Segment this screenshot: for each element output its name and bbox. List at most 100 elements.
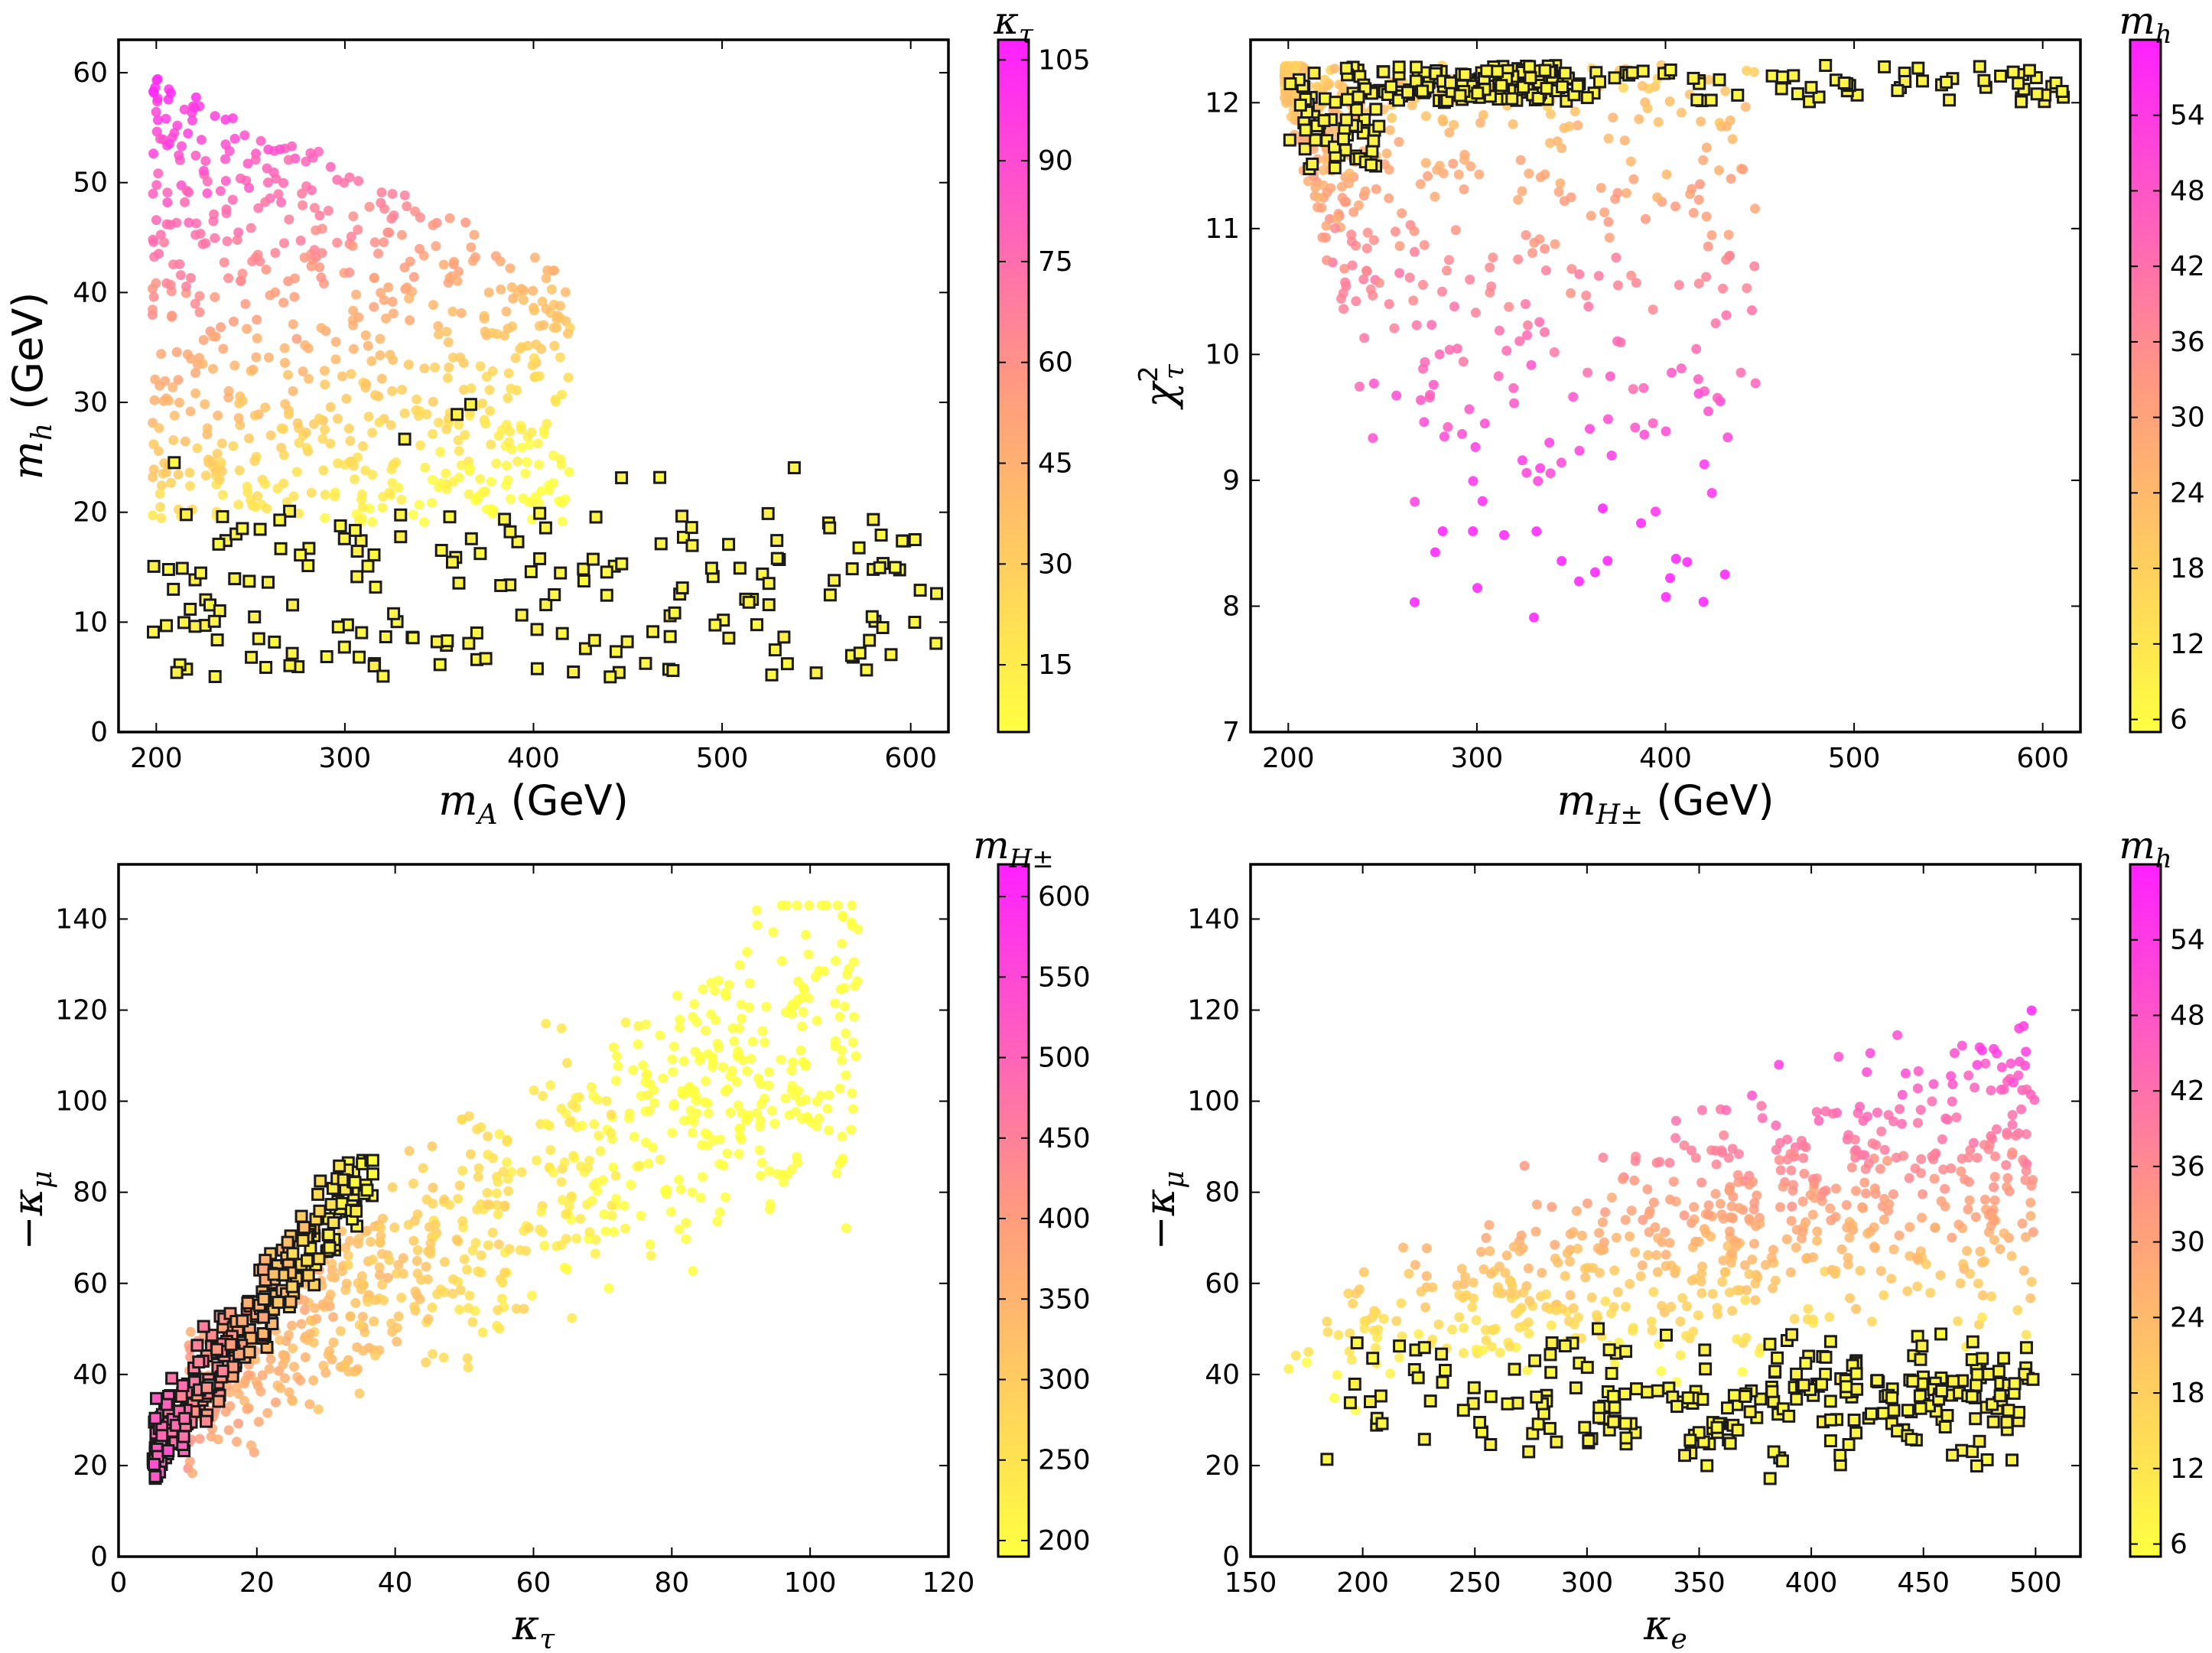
scatter-dot <box>754 1145 765 1155</box>
scatter-dot <box>1642 103 1653 114</box>
scatter-dot <box>507 321 518 332</box>
scatter-square <box>1782 1409 1796 1423</box>
scatter-dot <box>1990 1151 2001 1162</box>
scatter-dot <box>1750 203 1760 214</box>
scatter-square <box>1678 1449 1691 1463</box>
scatter-dot <box>567 1099 577 1110</box>
scatter-dot <box>1600 1296 1611 1306</box>
scatter-dot <box>1540 243 1550 254</box>
scatter-dot <box>1654 1339 1664 1349</box>
y-tick-label: 0 <box>90 717 108 748</box>
scatter-square <box>1484 1438 1498 1451</box>
scatter-dot <box>423 1314 434 1324</box>
scatter-square <box>294 548 307 562</box>
scatter-dot <box>1740 1295 1751 1306</box>
scatter-dot <box>1421 1243 1432 1254</box>
scatter-square <box>515 608 529 622</box>
scatter-square <box>538 521 552 535</box>
scatter-dot <box>216 457 226 468</box>
scatter-dot <box>299 1305 310 1315</box>
colorbar-tick-label: 30 <box>1038 548 1073 580</box>
scatter-dot <box>1524 168 1534 179</box>
scatter-dot <box>2008 1077 2018 1088</box>
scatter-dot <box>485 405 496 416</box>
scatter-square <box>360 1183 374 1197</box>
scatter-dot <box>712 1216 723 1227</box>
scatter-dot <box>366 1237 376 1247</box>
scatter-dot <box>307 185 317 196</box>
x-tick-label: 500 <box>696 743 749 774</box>
scatter-square <box>174 1390 188 1403</box>
scatter-dot <box>360 382 371 393</box>
scatter-dot <box>482 504 492 515</box>
scatter-dot <box>1646 1316 1657 1327</box>
scatter-dot <box>655 1154 665 1165</box>
scatter-dot <box>1965 1268 1976 1279</box>
scatter-dot <box>1373 1324 1384 1335</box>
scatter-dot <box>424 1222 434 1232</box>
scatter-dot <box>1897 1089 1908 1100</box>
scatter-dot <box>408 1178 418 1189</box>
scatter-dot <box>185 406 196 417</box>
scatter-dot <box>495 256 506 267</box>
scatter-square <box>666 664 680 678</box>
colorbar <box>2129 863 2162 1558</box>
scatter-dot <box>1332 1370 1342 1380</box>
scatter-dot <box>165 220 176 230</box>
scatter-dot <box>1523 1317 1534 1328</box>
scatter-dot <box>1917 1212 1927 1223</box>
scatter-square <box>860 663 873 677</box>
scatter-dot <box>849 957 859 968</box>
scatter-square <box>1833 1449 1847 1462</box>
colorbar-tick-label: 6 <box>2170 1529 2188 1560</box>
x-tick-label: 400 <box>1639 743 1692 774</box>
scatter-square <box>1913 1389 1927 1403</box>
scatter-dot <box>1869 1183 1880 1194</box>
scatter-dot <box>2007 1147 2018 1158</box>
scatter-dot <box>396 1293 407 1303</box>
scatter-dot <box>220 176 231 186</box>
scatter-dot <box>1630 422 1641 433</box>
y-tick-label: 10 <box>73 607 108 638</box>
scatter-dot <box>846 917 857 928</box>
scatter-dot <box>453 1193 464 1204</box>
scatter-dot <box>721 1192 730 1202</box>
scatter-square <box>1763 1337 1777 1351</box>
scatter-dot <box>1858 1115 1869 1126</box>
scatter-dot <box>1996 1062 2007 1072</box>
scatter-dot <box>1651 506 1661 517</box>
scatter-dot <box>1912 1083 1923 1094</box>
scatter-dot <box>1329 63 1340 74</box>
scatter-dot <box>396 494 407 505</box>
scatter-dot <box>1467 1302 1478 1313</box>
scatter-dot <box>773 1169 782 1180</box>
scatter-dot <box>341 393 352 404</box>
scatter-dot <box>410 1286 421 1297</box>
scatter-dot <box>1756 1101 1767 1111</box>
scatter-dot <box>255 135 266 146</box>
scatter-dot <box>252 333 262 343</box>
scatter-dot <box>353 1364 363 1375</box>
scatter-dot <box>1768 1245 1778 1255</box>
scatter-dot <box>1452 1280 1462 1290</box>
scatter-dot <box>284 1387 294 1398</box>
scatter-dot <box>1670 1133 1681 1144</box>
scatter-dot <box>363 340 373 351</box>
scatter-dot <box>252 491 263 502</box>
scatter-dot <box>1612 187 1623 198</box>
scatter-dot <box>584 1155 594 1166</box>
scatter-dot <box>1647 1325 1657 1336</box>
scatter-dot <box>1766 1252 1777 1263</box>
scatter-dot <box>185 1326 196 1337</box>
scatter-dot <box>1661 426 1671 437</box>
scatter-dot <box>2021 1232 2031 1242</box>
scatter-dot <box>838 912 848 922</box>
scatter-square <box>2019 1341 2033 1355</box>
scatter-dot <box>1833 1052 1844 1062</box>
scatter-square <box>1976 1352 1989 1365</box>
scatter-dot <box>1321 220 1332 231</box>
scatter-dot <box>239 1378 249 1389</box>
scatter-square <box>354 534 368 548</box>
scatter-square <box>1914 1401 1927 1415</box>
scatter-square <box>600 588 613 602</box>
